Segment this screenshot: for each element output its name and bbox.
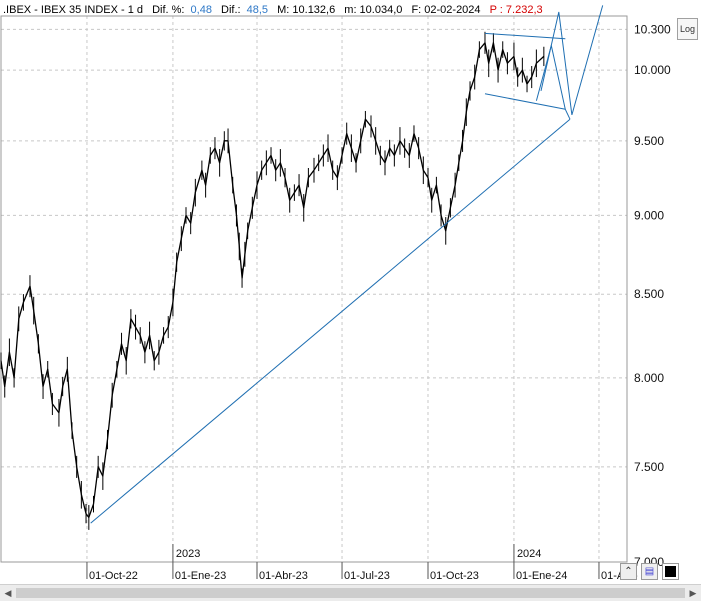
y-tick-label: 9.500 [634, 134, 664, 148]
chevron-double-up-icon[interactable]: ⌃ [620, 563, 637, 580]
y-tick-label: 8.000 [634, 371, 664, 385]
dif-pct-value: 0,48 [191, 4, 212, 16]
horizontal-scrollbar[interactable]: ◀ ▶ [0, 584, 701, 601]
trendline-support [90, 118, 571, 524]
x-axis: 01-Oct-22 01-Ene-23 01-Abr-23 01-Jul-23 01-O… [86, 562, 638, 582]
color-square-icon[interactable] [662, 563, 679, 580]
max-label: M: 10.132,6 [277, 4, 335, 16]
y-tick-label: 7.500 [634, 460, 664, 474]
projection-line-2 [540, 5, 604, 116]
dif-label: Dif.: [221, 4, 241, 16]
symbol-label: .IBEX - IBEX 35 INDEX - 1 d [3, 4, 143, 16]
trendline-channel-top [484, 32, 566, 40]
year-marker-label: 2024 [517, 548, 541, 560]
trendlines [90, 32, 571, 524]
trendline-channel-bottom [484, 93, 566, 110]
y-axis: 7.5008.0008.5009.0009.50010.00010.3007.0… [634, 22, 671, 569]
x-tick-label: 01-Oct-23 [430, 570, 479, 582]
projection-line-1 [535, 45, 571, 120]
header-line: .IBEX - IBEX 35 INDEX - 1 d Dif. %: 0,48… [3, 4, 543, 16]
y-tick-label: 9.000 [634, 208, 664, 222]
dif-pct-label: Dif. %: [152, 4, 184, 16]
chart-tool-buttons: ⌃ ▤ [620, 563, 679, 583]
horizontal-grid [1, 28, 627, 468]
save-icon[interactable]: ▤ [641, 563, 658, 580]
year-marker-label: 2023 [176, 548, 200, 560]
x-tick-label: 01-Oct-22 [89, 570, 138, 582]
year-markers: 2023 2024 [172, 544, 541, 562]
x-tick-label: 01-Ene-23 [175, 570, 226, 582]
x-tick-label: 01-Jul-23 [344, 570, 390, 582]
y-tick-label: 10.300 [634, 22, 671, 36]
scroll-left-icon[interactable]: ◀ [4, 587, 12, 598]
date-label: F: 02-02-2024 [411, 4, 480, 16]
p-label: P : 7.232,3 [490, 4, 543, 16]
dif-value: 48,5 [247, 4, 268, 16]
scroll-right-icon[interactable]: ▶ [689, 587, 697, 598]
scroll-thumb[interactable] [16, 588, 685, 598]
y-tick-label: 8.500 [634, 287, 664, 301]
log-scale-button[interactable]: Log [677, 18, 698, 40]
min-label: m: 10.034,0 [344, 4, 402, 16]
y-tick-label: 10.000 [634, 63, 671, 77]
projection-lines [535, 5, 604, 120]
plot-frame [0, 15, 628, 563]
x-tick-label: 01-Abr-23 [259, 570, 308, 582]
price-series [0, 31, 545, 530]
x-tick-label: 01-Ene-24 [516, 570, 567, 582]
